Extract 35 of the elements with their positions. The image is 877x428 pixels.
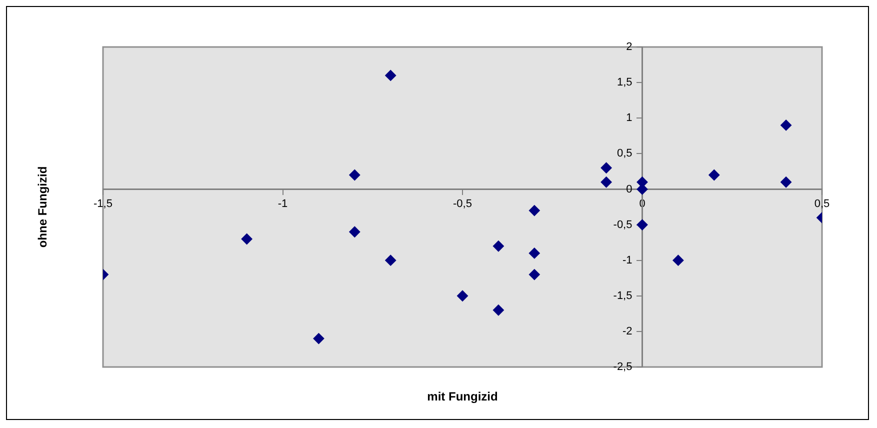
point bbox=[492, 240, 504, 252]
y-tick-label: -1,5 bbox=[613, 290, 632, 302]
x-tick-label: -0,5 bbox=[453, 198, 472, 210]
y-tick-label: -2,5 bbox=[613, 361, 632, 374]
y-tick-label: 1,5 bbox=[616, 76, 632, 89]
point bbox=[672, 254, 684, 266]
point bbox=[241, 234, 252, 244]
point bbox=[528, 205, 540, 216]
point bbox=[492, 304, 504, 316]
y-tick-label: 0,5 bbox=[616, 148, 632, 160]
point bbox=[636, 219, 648, 230]
point bbox=[385, 70, 396, 81]
point bbox=[780, 176, 792, 188]
y-tick-label: -2 bbox=[622, 325, 632, 338]
point bbox=[349, 226, 360, 238]
point bbox=[708, 170, 720, 180]
y-tick-label: 0 bbox=[626, 183, 632, 196]
point bbox=[780, 120, 792, 131]
x-tick-label: -1,5 bbox=[94, 198, 112, 210]
point bbox=[385, 254, 396, 266]
point bbox=[457, 290, 468, 302]
point bbox=[528, 269, 540, 280]
point bbox=[528, 248, 540, 259]
point bbox=[600, 176, 612, 188]
y-tick-label: -0,5 bbox=[613, 218, 632, 231]
point bbox=[313, 333, 324, 344]
point bbox=[349, 170, 360, 180]
x-tick-label: -1 bbox=[278, 198, 288, 210]
y-axis-title: ohne Fungizid bbox=[35, 166, 50, 248]
point bbox=[600, 162, 612, 174]
y-tick-label: -1 bbox=[622, 254, 632, 266]
y-tick-label: 2 bbox=[626, 41, 632, 54]
y-tick-label: 1 bbox=[626, 112, 632, 124]
x-tick-label: 0,5 bbox=[814, 198, 830, 210]
x-axis-title: mit Fungizid bbox=[427, 389, 498, 404]
